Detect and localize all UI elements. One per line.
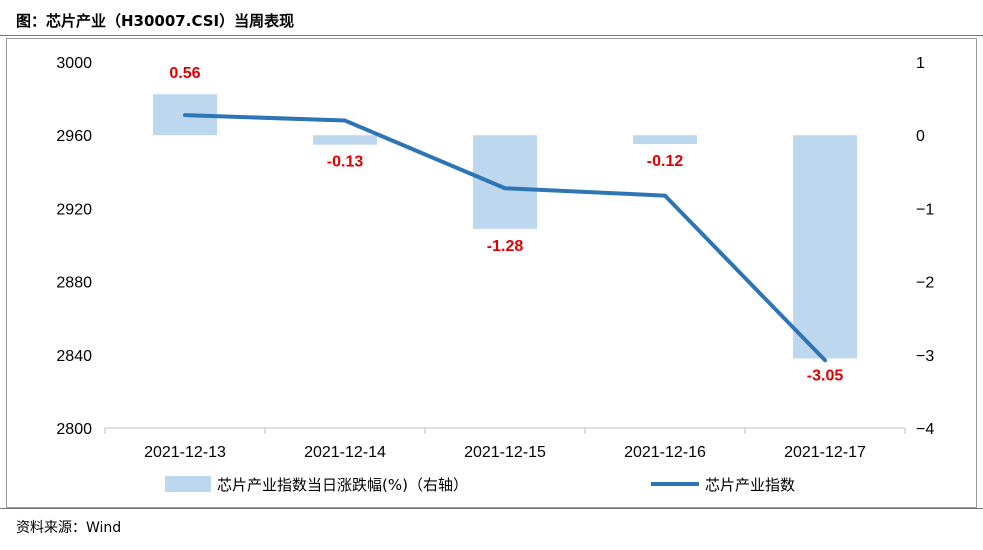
- y-left-tick-label: 3000: [56, 55, 92, 72]
- y-left-tick-label: 2800: [56, 421, 92, 438]
- y-right-tick-label: 1: [916, 55, 925, 72]
- bar-daily-change: [793, 135, 857, 359]
- top-rule: [0, 35, 983, 36]
- x-tick-label: 2021-12-15: [464, 444, 546, 461]
- bar-data-label: -0.12: [647, 153, 684, 170]
- y-right-tick-label: −4: [916, 421, 934, 438]
- bar-daily-change: [633, 135, 697, 144]
- legend-label-bar: 芯片产业指数当日涨跌幅(%)（右轴）: [217, 476, 468, 494]
- bar-data-label: 0.56: [169, 65, 200, 82]
- y-left-tick-label: 2920: [56, 201, 92, 218]
- y-left-tick-label: 2880: [56, 275, 92, 292]
- x-tick-label: 2021-12-17: [784, 444, 866, 461]
- y-right-tick-label: −3: [916, 348, 934, 365]
- bar-data-label: -3.05: [807, 367, 844, 384]
- x-tick-label: 2021-12-13: [144, 444, 226, 461]
- chart-frame: [6, 38, 977, 508]
- bar-data-label: -1.28: [487, 238, 524, 255]
- y-right-tick-label: 0: [916, 128, 925, 145]
- y-right-tick-label: −2: [916, 275, 934, 292]
- x-tick-label: 2021-12-16: [624, 444, 706, 461]
- chart-title: 图：芯片产业（H30007.CSI）当周表现: [16, 12, 295, 30]
- bar-data-label: -0.13: [327, 154, 364, 171]
- legend-swatch-bar: [165, 476, 211, 492]
- y-right-tick-label: −1: [916, 201, 934, 218]
- bar-daily-change: [313, 135, 377, 145]
- index-line: [183, 113, 827, 363]
- bottom-rule: [0, 508, 983, 509]
- bar-daily-change: [473, 135, 537, 229]
- y-left-tick-label: 2840: [56, 348, 92, 365]
- y-left-tick-label: 2960: [56, 128, 92, 145]
- source-note: 资料来源：Wind: [16, 520, 122, 536]
- legend-label-line: 芯片产业指数: [705, 476, 795, 494]
- x-tick-label: 2021-12-14: [304, 444, 386, 461]
